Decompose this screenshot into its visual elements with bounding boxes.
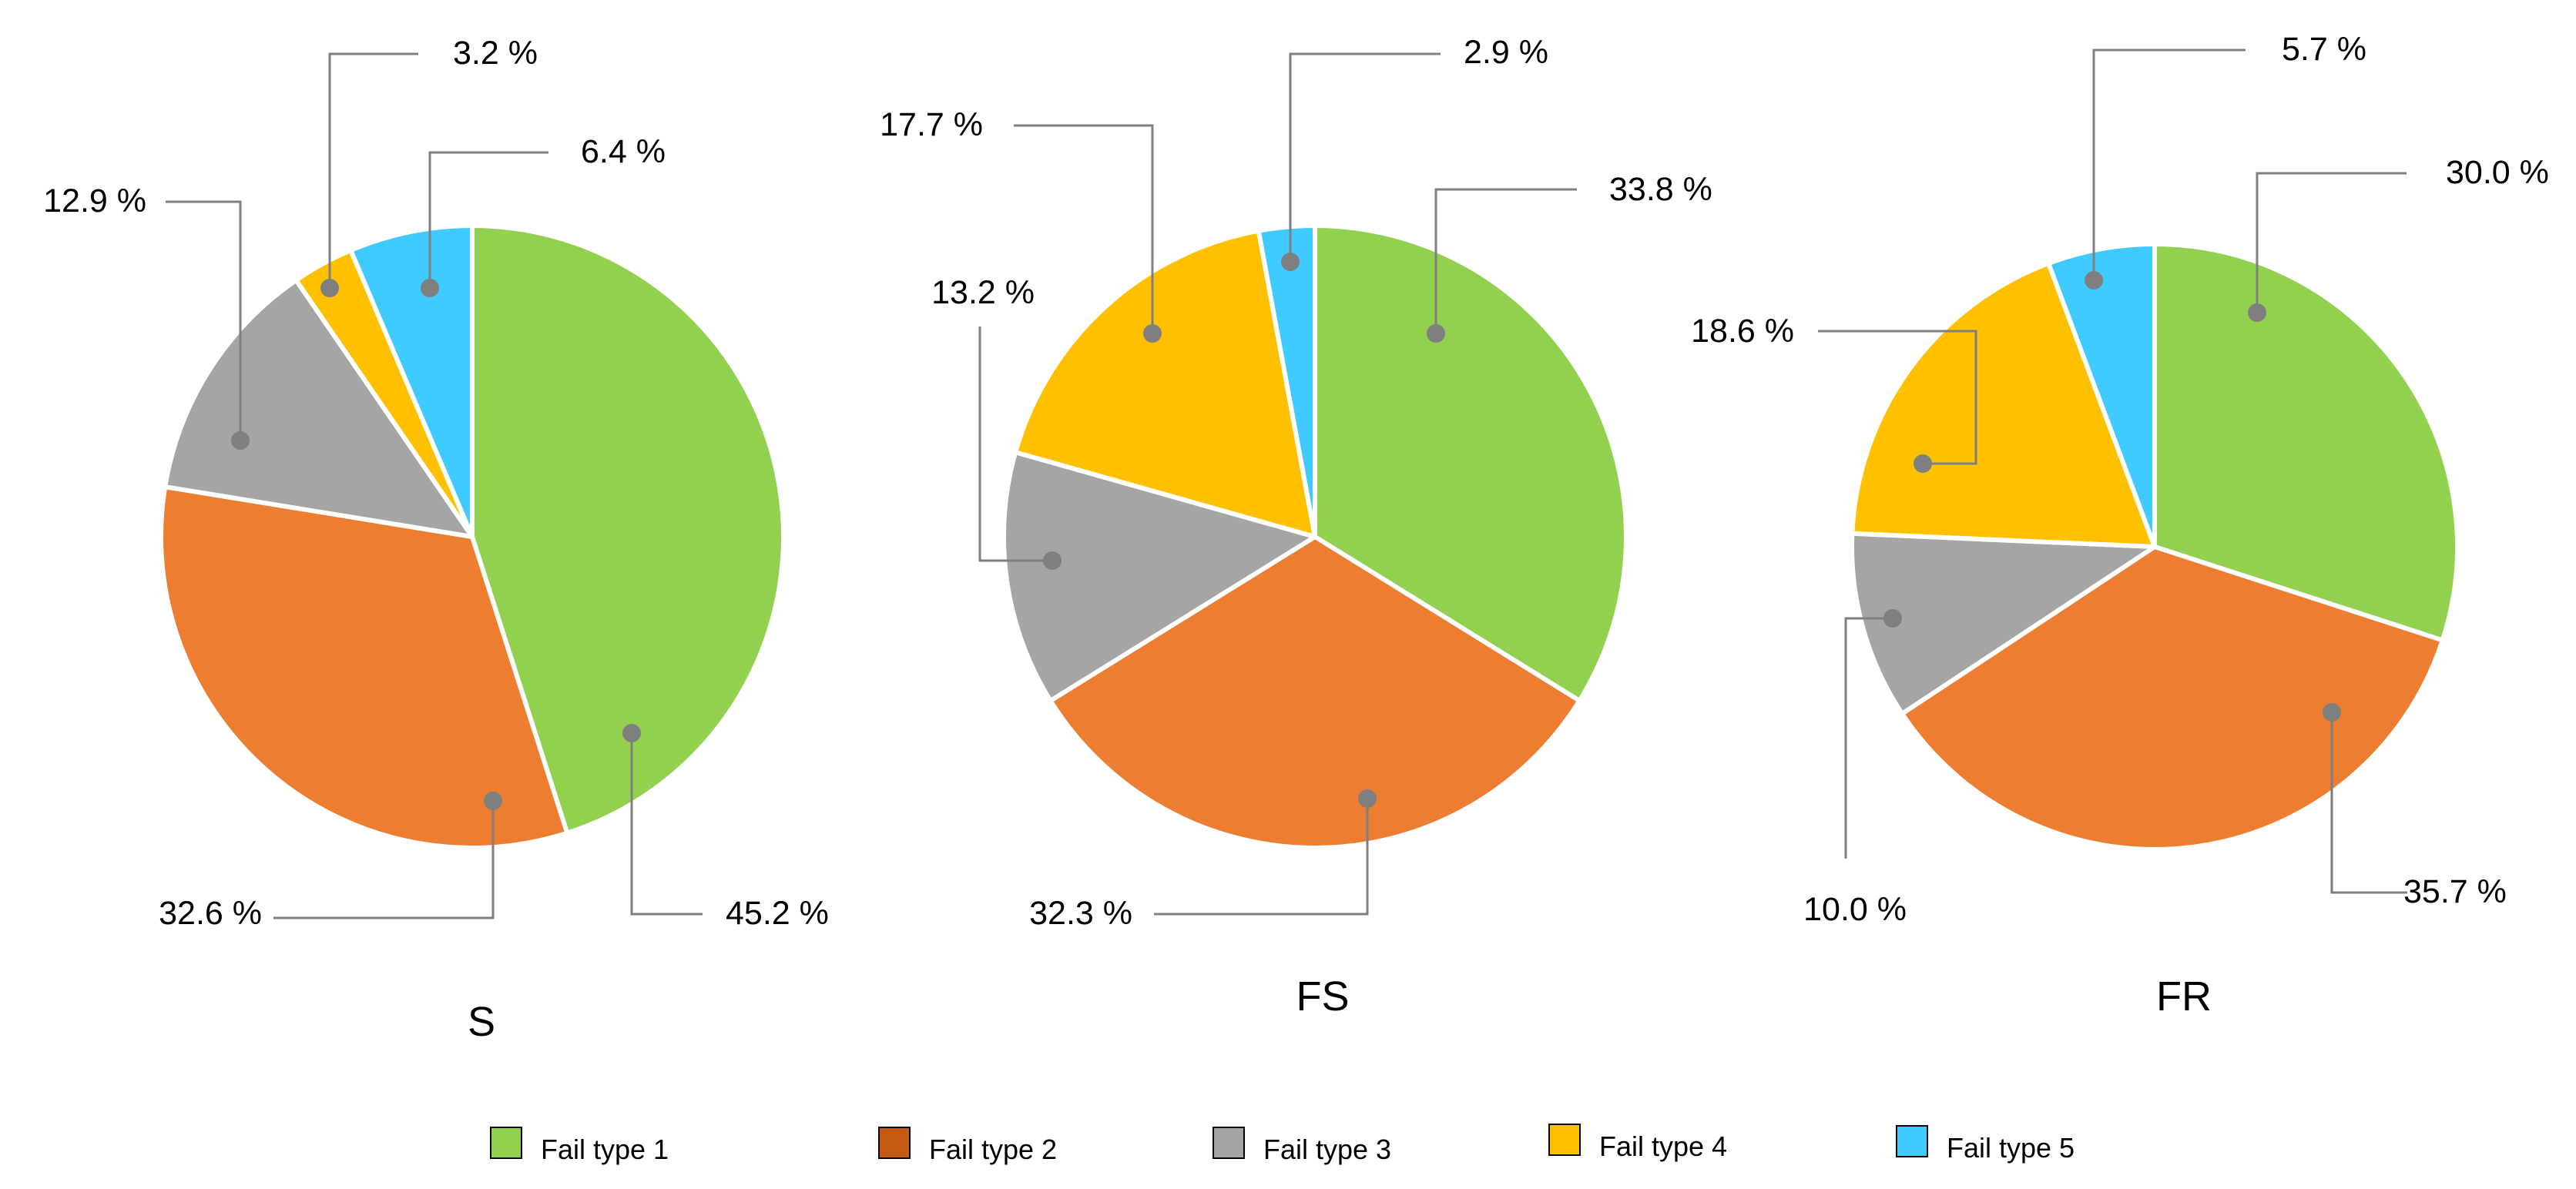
pie-s-value-label-fail-type-1: 45.2 % <box>726 895 829 932</box>
pie-fs-leader-line-fail-type-1 <box>1434 188 1577 333</box>
pie-fs-title: FS <box>1296 973 1349 1020</box>
legend-label-fail-type-3: Fail type 3 <box>1263 1134 1391 1165</box>
pie-s-value-label-fail-type-2: 32.6 % <box>159 895 262 932</box>
pie-fr-slice-fail-type-2 <box>1900 544 2445 852</box>
pie-fr-slice-fail-type-4 <box>1850 260 2157 549</box>
pie-fs-value-label-fail-type-3: 13.2 % <box>931 274 1035 311</box>
legend-swatch-fail-type-4 <box>1548 1124 1581 1156</box>
pie-chart-fs: 33.8 % 32.3 % 13.2 % 17.7 % 2.9 % FS <box>880 34 1712 1020</box>
pie-fr-value-label-fail-type-2: 35.7 % <box>2403 873 2507 910</box>
pie-chart-s: 45.2 % 32.6 % 12.9 % 3.2 % 6.4 % S <box>43 35 829 1045</box>
pie-s-leader-line-fail-type-2 <box>273 801 495 919</box>
pie-s-slice-fail-type-1 <box>470 223 786 836</box>
pie-fs-value-label-fail-type-2: 32.3 % <box>1029 895 1132 932</box>
pie-fs-value-label-fail-type-1: 33.8 % <box>1609 171 1712 208</box>
pie-s-leader-line-fail-type-3 <box>166 200 242 440</box>
legend-item-fail-type-4: Fail type 4 <box>1548 1124 1727 1162</box>
pie-s-value-label-fail-type-5: 6.4 % <box>581 133 666 170</box>
pie-s-leader-line-fail-type-5 <box>428 151 548 288</box>
pie-s-leader-dot-fail-type-3 <box>231 431 250 450</box>
pie-fr-value-label-fail-type-3: 10.0 % <box>1803 891 1907 928</box>
pie-fr-leader-dot-fail-type-3 <box>1883 609 1902 628</box>
pie-chart-fr: 30.0 % 35.7 % 10.0 % 18.6 % 5.7 % FR <box>1691 31 2549 1020</box>
pie-fr-slice-fail-type-3 <box>1850 531 2157 716</box>
pie-fs-leader-dot-fail-type-2 <box>1358 789 1377 808</box>
legend-swatch-fail-type-2 <box>878 1127 911 1159</box>
pie-s-title: S <box>468 999 495 1045</box>
pie-fs-slice-fail-type-5 <box>1256 223 1317 539</box>
pie-s-leader-dot-fail-type-1 <box>622 724 641 742</box>
pie-fs-slice-fail-type-3 <box>1001 450 1317 703</box>
legend-item-fail-type-2: Fail type 2 <box>878 1127 1057 1165</box>
pie-s-value-label-fail-type-4: 3.2 % <box>453 35 538 72</box>
pie-s-leader-line-fail-type-1 <box>630 733 703 916</box>
pie-fs-leader-dot-fail-type-4 <box>1143 324 1162 343</box>
pie-fs-leader-line-fail-type-5 <box>1289 52 1441 262</box>
legend-swatch-fail-type-1 <box>490 1127 522 1159</box>
pie-fs-leader-dot-fail-type-3 <box>1043 551 1062 570</box>
legend-label-fail-type-2: Fail type 2 <box>929 1134 1057 1165</box>
pie-fr-leader-line-fail-type-1 <box>2256 172 2407 313</box>
pie-fs-leader-line-fail-type-2 <box>1154 799 1369 916</box>
pie-fr-leader-line-fail-type-2 <box>2330 712 2407 894</box>
pies-layer: 45.2 % 32.6 % 12.9 % 3.2 % 6.4 % S 33.8 % 32.3 … <box>43 31 2549 1045</box>
pie-fr-leader-dot-fail-type-4 <box>1914 454 1932 473</box>
legend-item-fail-type-1: Fail type 1 <box>490 1127 669 1165</box>
pie-fr-leader-line-fail-type-4 <box>1818 330 1977 465</box>
pie-s-leader-dot-fail-type-4 <box>320 279 339 297</box>
pie-fs-leader-dot-fail-type-1 <box>1427 324 1445 343</box>
pie-s-slice-fail-type-3 <box>163 277 475 539</box>
pie-s-value-label-fail-type-3: 12.9 % <box>43 183 146 219</box>
pie-fr-value-label-fail-type-4: 18.6 % <box>1691 313 1794 350</box>
legend-label-fail-type-5: Fail type 5 <box>1947 1132 2075 1164</box>
pie-fs-value-label-fail-type-4: 17.7 % <box>880 106 983 143</box>
pie-fs-leader-line-fail-type-4 <box>1014 124 1154 333</box>
pie-s-slice-fail-type-2 <box>158 484 570 850</box>
legend: Fail type 1 Fail type 2 Fail type 3 Fail… <box>490 1124 2075 1165</box>
pie-fr-leader-dot-fail-type-1 <box>2248 303 2266 322</box>
legend-swatch-fail-type-5 <box>1896 1125 1928 1157</box>
pie-fr-leader-line-fail-type-5 <box>2092 49 2246 280</box>
pie-fr-leader-dot-fail-type-2 <box>2323 703 2341 722</box>
pie-s-leader-dot-fail-type-2 <box>484 792 502 810</box>
pie-s-leader-line-fail-type-4 <box>328 52 418 288</box>
pie-fr-title: FR <box>2156 973 2212 1020</box>
pie-fs-slice-fail-type-4 <box>1013 228 1317 539</box>
legend-item-fail-type-3: Fail type 3 <box>1213 1127 1391 1165</box>
pie-fr-value-label-fail-type-1: 30.0 % <box>2446 154 2549 191</box>
pie-fr-leader-dot-fail-type-5 <box>2085 271 2103 290</box>
pie-fs-slice-fail-type-1 <box>1313 223 1628 703</box>
legend-swatch-fail-type-3 <box>1213 1127 1245 1159</box>
pie-fr-slice-fail-type-5 <box>2046 242 2157 549</box>
legend-label-fail-type-4: Fail type 4 <box>1599 1130 1727 1162</box>
pie-fs-leader-line-fail-type-3 <box>978 327 1052 562</box>
pie-fs-value-label-fail-type-5: 2.9 % <box>1464 34 1548 71</box>
pie-fs-leader-dot-fail-type-5 <box>1281 253 1300 271</box>
pie-fs-slice-fail-type-2 <box>1048 534 1582 850</box>
pie-s-leader-dot-fail-type-5 <box>421 279 439 297</box>
pie-fr-slice-fail-type-1 <box>2152 242 2460 643</box>
pie-s-slice-fail-type-5 <box>348 223 475 539</box>
pie-fr-leader-line-fail-type-3 <box>1844 617 1893 859</box>
legend-item-fail-type-5: Fail type 5 <box>1896 1125 2075 1164</box>
legend-label-fail-type-1: Fail type 1 <box>541 1134 669 1165</box>
pie-fr-value-label-fail-type-5: 5.7 % <box>2282 31 2366 68</box>
